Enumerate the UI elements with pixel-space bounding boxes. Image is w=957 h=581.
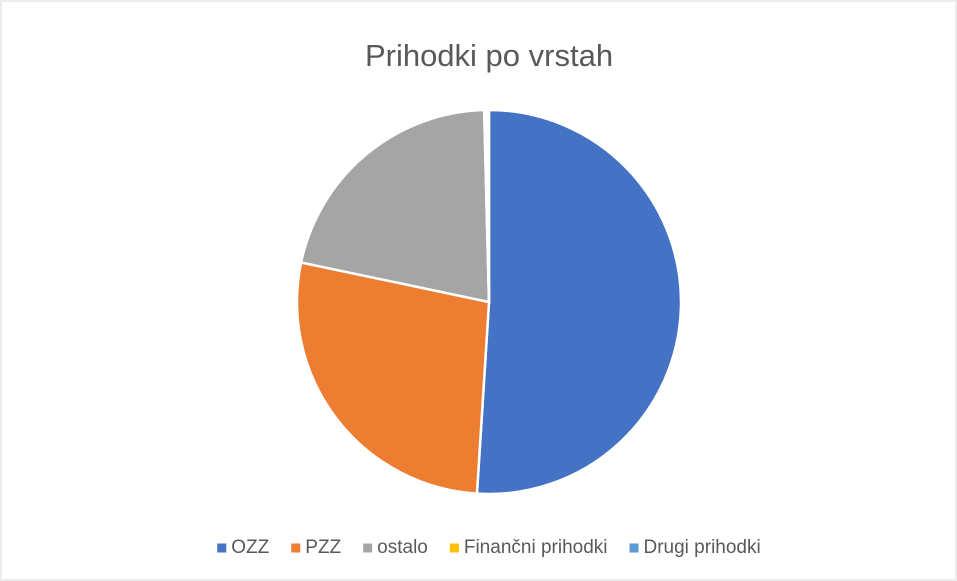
legend-swatch [217, 543, 227, 553]
legend: OZZ PZZ ostalo Finančni prihodki Drugi priho… [217, 537, 761, 558]
legend-label: Drugi prihodki [644, 537, 761, 558]
legend-label: OZZ [231, 537, 269, 558]
legend-label: PZZ [305, 537, 341, 558]
legend-label: ostalo [377, 537, 428, 558]
pie-slice [475, 108, 683, 496]
legend-label: Finančni prihodki [464, 537, 608, 558]
legend-swatch [629, 543, 639, 553]
pie-slice [295, 260, 491, 495]
chart-title: Prihodki po vrstah [365, 38, 613, 73]
pie-slice [485, 108, 491, 303]
pie-slice [299, 108, 491, 304]
legend-swatch [291, 543, 301, 553]
legend-swatch [363, 543, 373, 553]
legend-swatch [449, 543, 459, 553]
